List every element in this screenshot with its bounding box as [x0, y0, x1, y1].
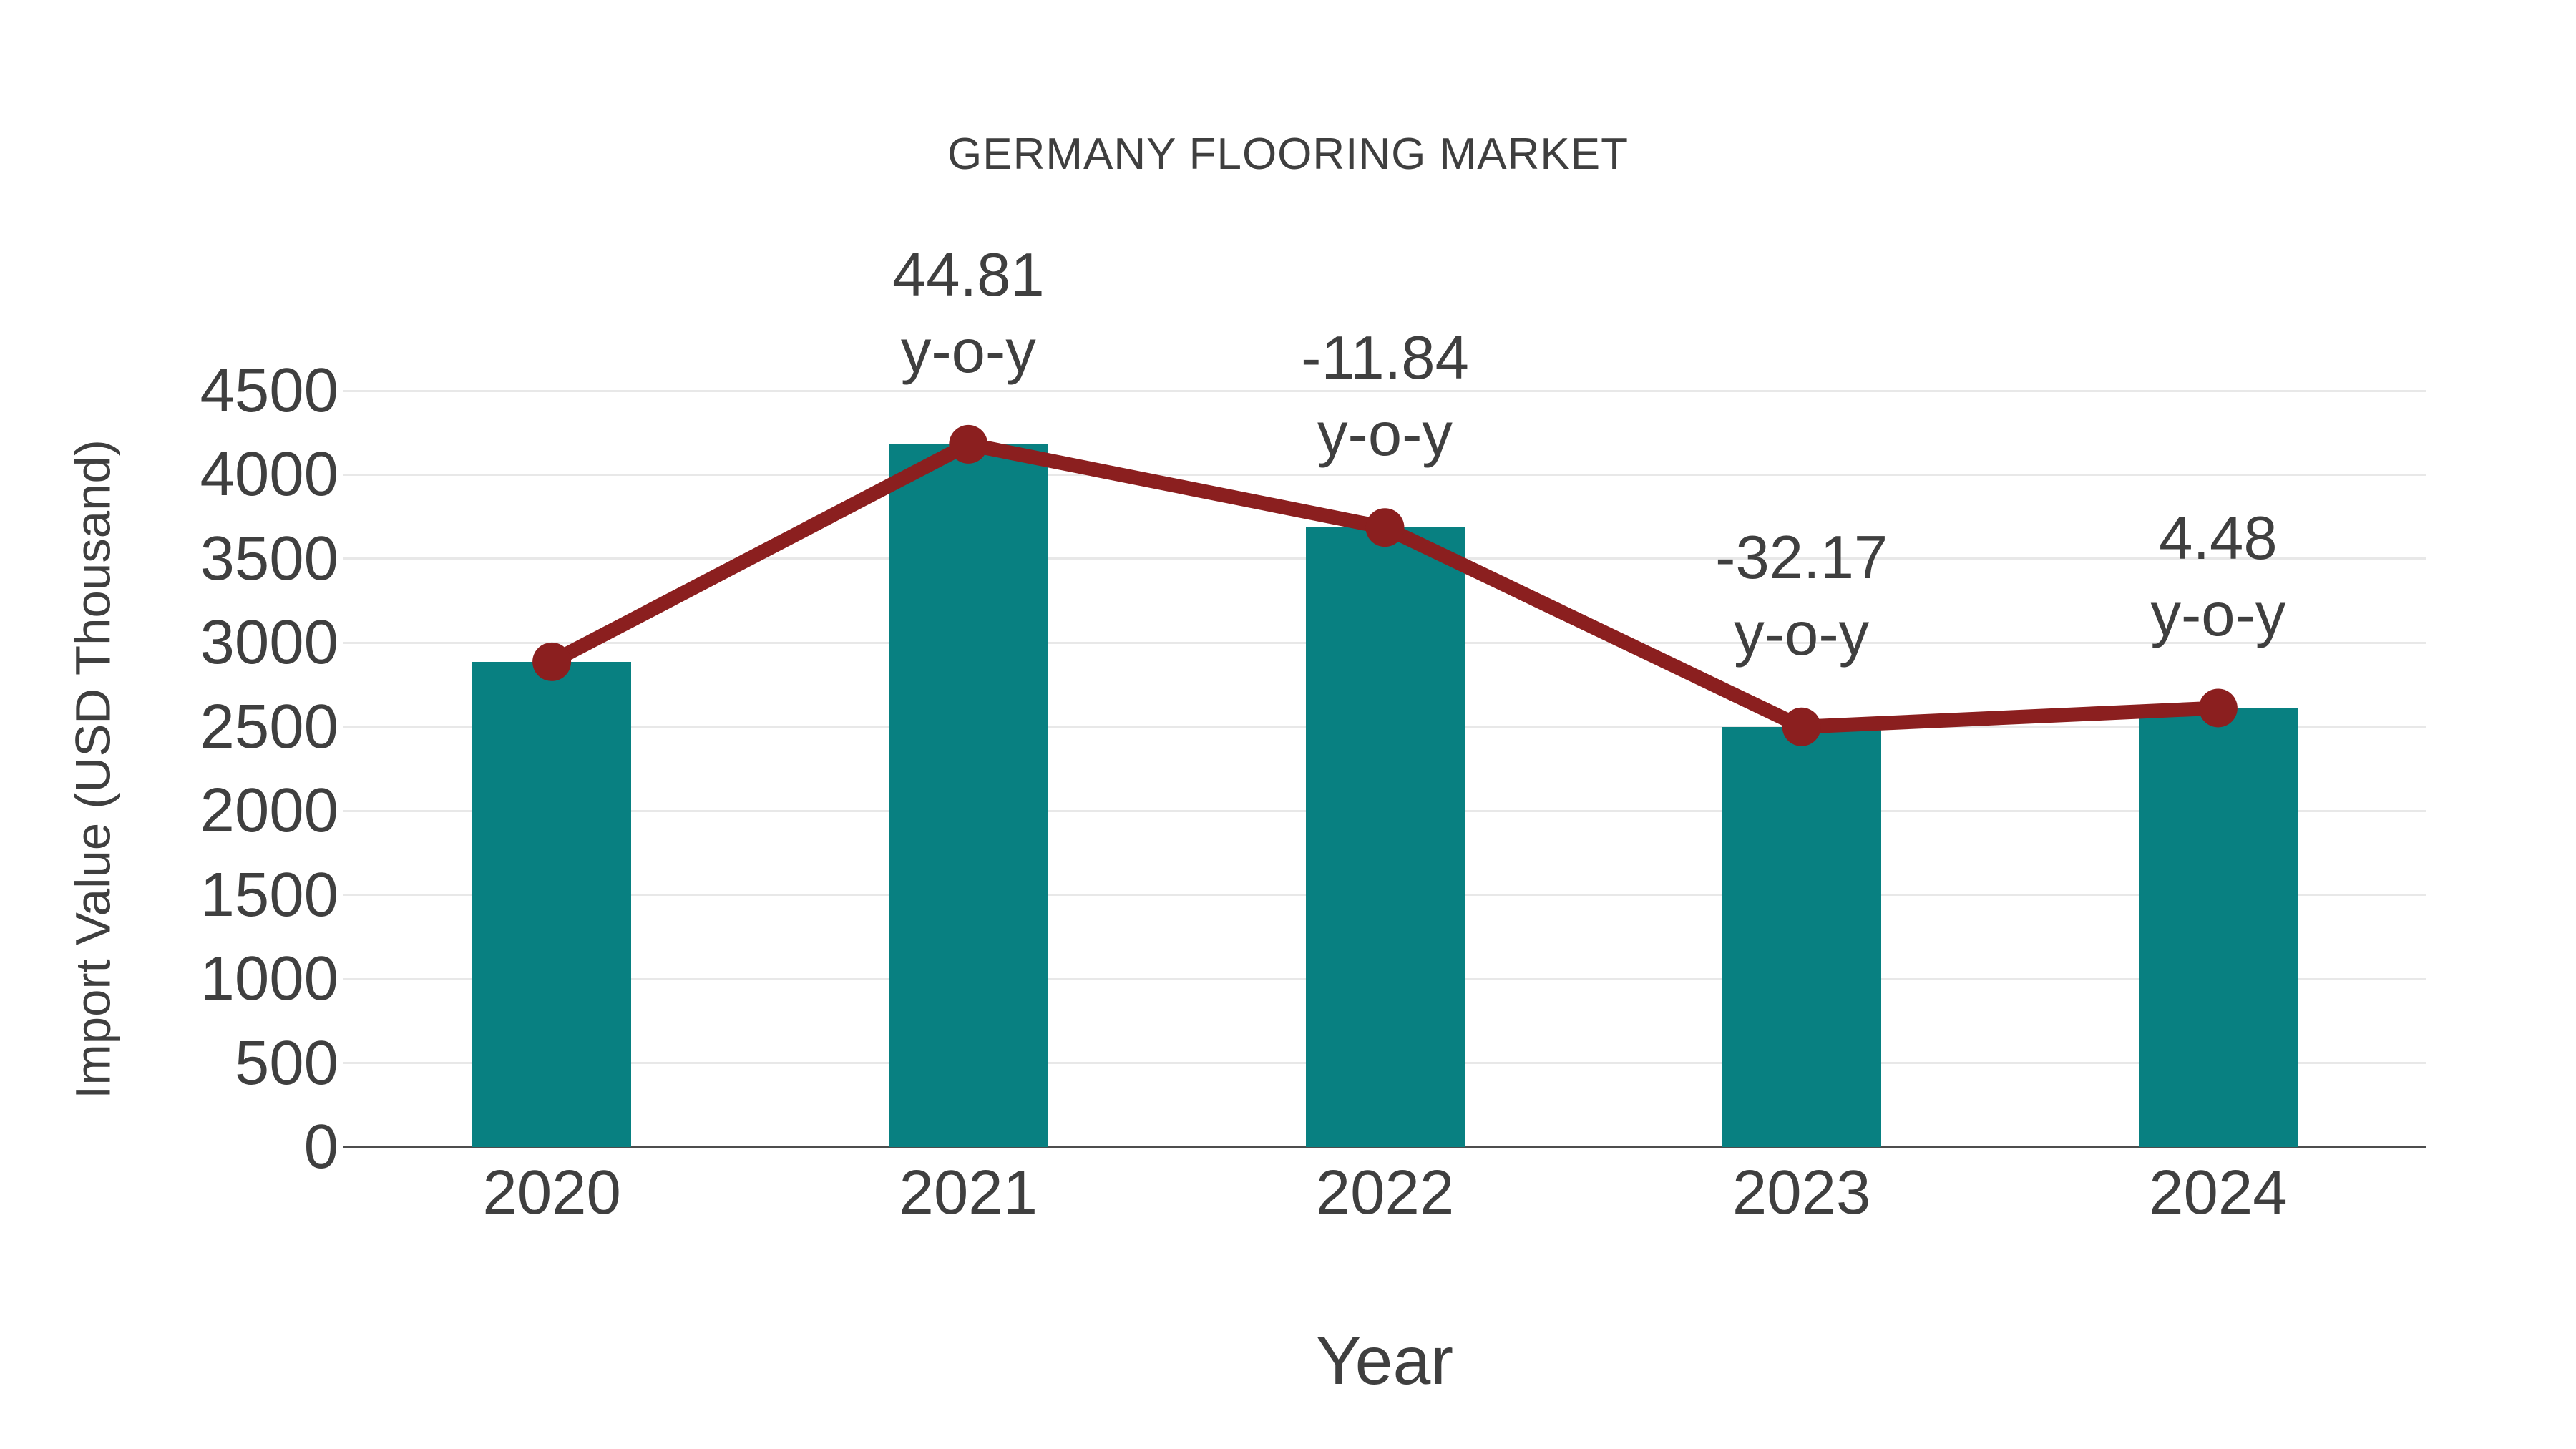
plot-area: 2020 2021 2022 2023 2024 44.81 y-o-y -11.84 y-o-… [343, 241, 2426, 1227]
bar-2022 [1305, 527, 1465, 1147]
y-tick-1500: 1500 [200, 859, 338, 930]
x-axis-line [343, 1146, 2426, 1148]
marker-2024 [2198, 688, 2238, 728]
annotation-value: -32.17 [1715, 523, 1888, 592]
annotation-value: 4.48 [2159, 504, 2278, 573]
annotation-unit: y-o-y [900, 317, 1036, 386]
x-axis-title: Year [1316, 1323, 1453, 1399]
annotation-unit: y-o-y [1734, 600, 1870, 668]
y-tick-2500: 2500 [200, 691, 338, 761]
y-tick-1000: 1000 [200, 944, 338, 1014]
chart-title: GERMANY FLOORING MARKET [947, 130, 1629, 179]
bar-2024 [2138, 708, 2298, 1147]
annotation-unit: y-o-y [2150, 581, 2286, 650]
annotation-2022: -11.84 y-o-y [1199, 320, 1571, 473]
bar-2021 [889, 444, 1048, 1147]
annotation-2021: 44.81 y-o-y [782, 237, 1154, 390]
annotation-value: -11.84 [1301, 324, 1469, 393]
gridline-4500 [343, 389, 2426, 392]
trend-line-svg [532, 424, 2238, 746]
x-tick-2020: 2020 [482, 1158, 621, 1227]
y-tick-500: 500 [234, 1028, 338, 1098]
annotation-value: 44.81 [892, 240, 1045, 309]
gridline-4000 [343, 473, 2426, 476]
marker-2022 [1365, 508, 1405, 547]
y-tick-3000: 3000 [200, 608, 338, 678]
x-tick-2023: 2023 [1732, 1158, 1871, 1227]
x-tick-2022: 2022 [1315, 1158, 1455, 1227]
y-tick-0: 0 [303, 1112, 338, 1181]
y-tick-2000: 2000 [200, 776, 338, 846]
y-tick-4500: 4500 [200, 356, 338, 425]
x-tick-2024: 2024 [2149, 1158, 2288, 1227]
marker-2020 [532, 642, 572, 681]
bar-2023 [1722, 726, 1881, 1147]
annotation-unit: y-o-y [1317, 401, 1453, 469]
annotation-2023: -32.17 y-o-y [1616, 519, 1988, 673]
marker-2023 [1782, 707, 1821, 746]
bar-2020 [472, 661, 632, 1147]
marker-2021 [949, 424, 988, 464]
annotation-2024: 4.48 y-o-y [2032, 500, 2404, 653]
y-tick-4000: 4000 [200, 439, 338, 509]
x-tick-2021: 2021 [899, 1158, 1038, 1227]
y-tick-3500: 3500 [200, 523, 338, 593]
